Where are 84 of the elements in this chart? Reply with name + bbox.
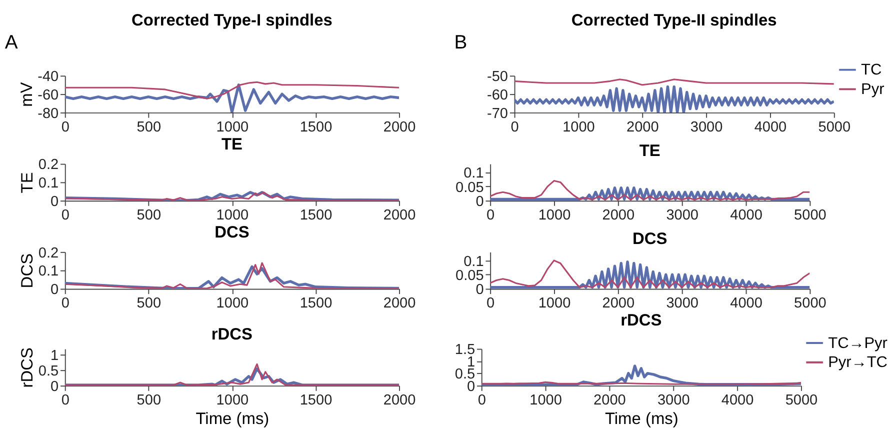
y-tick-label: 0.5 <box>38 364 59 380</box>
y-tick-label: 0.1 <box>464 166 484 182</box>
legend-label: Pyr <box>861 81 884 98</box>
x-tick-label: 3000 <box>666 296 698 312</box>
y-axis-title: mV <box>18 82 36 107</box>
y-tick-label: 0.05 <box>456 180 484 196</box>
y-axis-title: DCS <box>18 253 37 288</box>
y-tick-label: 0.2 <box>38 157 59 174</box>
x-tick-label: 5000 <box>794 296 826 312</box>
y-tick-label: 0 <box>476 194 484 210</box>
y-tick-label: 0.1 <box>464 254 484 270</box>
x-tick-label: 500 <box>136 296 162 312</box>
x-tick-label: 4000 <box>754 119 787 136</box>
y-tick-label: -40 <box>38 68 59 85</box>
x-tick-label: 2000 <box>383 296 416 312</box>
y-tick-label: 0 <box>466 378 476 395</box>
legend-label: TC→Pyr <box>828 334 888 352</box>
y-tick-label: -80 <box>38 106 59 122</box>
x-tick-label: 1500 <box>300 207 332 224</box>
x-axis-title: Time (ms) <box>196 410 270 428</box>
x-tick-label: 2000 <box>594 392 626 408</box>
chart-title: rDCS <box>620 312 662 330</box>
y-axis-title: rDCS <box>18 348 37 388</box>
x-tick-label: 3000 <box>690 119 723 136</box>
y-tick-label: -50 <box>487 68 508 85</box>
y-tick-label: -60 <box>38 87 59 104</box>
x-tick-label: 4000 <box>721 392 754 408</box>
x-tick-label: 1000 <box>530 392 562 408</box>
x-tick-label: 1000 <box>216 119 249 136</box>
line-series <box>64 81 400 100</box>
legend-label: Pyr→TC <box>828 354 888 372</box>
y-tick-label: 0.1 <box>38 264 59 280</box>
x-tick-label: 500 <box>136 207 162 224</box>
chart-title: TE <box>639 142 660 160</box>
y-tick-label: 0 <box>50 194 59 210</box>
chart-title: TE <box>221 135 242 154</box>
x-tick-label: 1500 <box>300 392 332 408</box>
chart-title: Corrected Type-I spindles <box>132 11 332 30</box>
x-tick-label: 5000 <box>794 207 826 224</box>
x-tick-label: 3000 <box>657 392 690 408</box>
x-tick-label: 1000 <box>216 296 249 312</box>
text: A <box>4 32 18 54</box>
x-tick-label: 0 <box>61 119 70 136</box>
chart-title: Corrected Type-II spindles <box>571 11 777 30</box>
x-tick-label: 5000 <box>785 392 818 408</box>
x-tick-label: 1000 <box>562 119 595 136</box>
y-tick-label: 0.1 <box>38 176 59 192</box>
x-tick-label: 1000 <box>216 392 249 408</box>
y-tick-label: -70 <box>487 106 508 122</box>
x-tick-label: 5000 <box>818 119 851 136</box>
x-tick-label: 1000 <box>216 207 249 224</box>
x-tick-label: 2000 <box>602 296 635 312</box>
x-tick-label: 1500 <box>300 296 332 312</box>
x-axis-title: Time (ms) <box>604 410 678 428</box>
y-axis-title: TE <box>18 172 37 194</box>
x-tick-label: 1000 <box>538 207 571 224</box>
legend-label: TC <box>861 62 882 79</box>
x-tick-label: 0 <box>61 207 70 224</box>
chart-title: DCS <box>214 223 250 242</box>
x-tick-label: 500 <box>136 392 162 408</box>
x-tick-label: 2000 <box>383 119 416 136</box>
x-tick-label: 3000 <box>666 207 698 224</box>
x-tick-label: 2000 <box>626 119 659 136</box>
x-tick-label: 2000 <box>383 392 416 408</box>
text: B <box>454 32 468 54</box>
x-tick-label: 500 <box>136 119 162 136</box>
chart-title: DCS <box>632 230 668 248</box>
x-tick-label: 0 <box>61 296 70 312</box>
y-tick-label: 0 <box>476 282 484 298</box>
x-tick-label: 1000 <box>538 296 571 312</box>
x-tick-label: 1500 <box>300 119 332 136</box>
y-tick-label: 0 <box>50 378 59 395</box>
y-tick-label: -60 <box>487 87 508 104</box>
x-tick-label: 0 <box>510 119 519 136</box>
y-tick-label: 0.2 <box>38 245 59 262</box>
x-tick-label: 2000 <box>383 207 416 224</box>
x-tick-label: 2000 <box>602 207 635 224</box>
y-tick-label: 0 <box>50 282 59 298</box>
x-tick-label: 0 <box>61 392 70 408</box>
x-tick-label: 4000 <box>730 296 762 312</box>
y-tick-label: 1 <box>50 348 59 364</box>
y-tick-label: 0.05 <box>456 268 484 284</box>
chart-title: rDCS <box>211 325 253 344</box>
x-tick-label: 4000 <box>730 207 762 224</box>
